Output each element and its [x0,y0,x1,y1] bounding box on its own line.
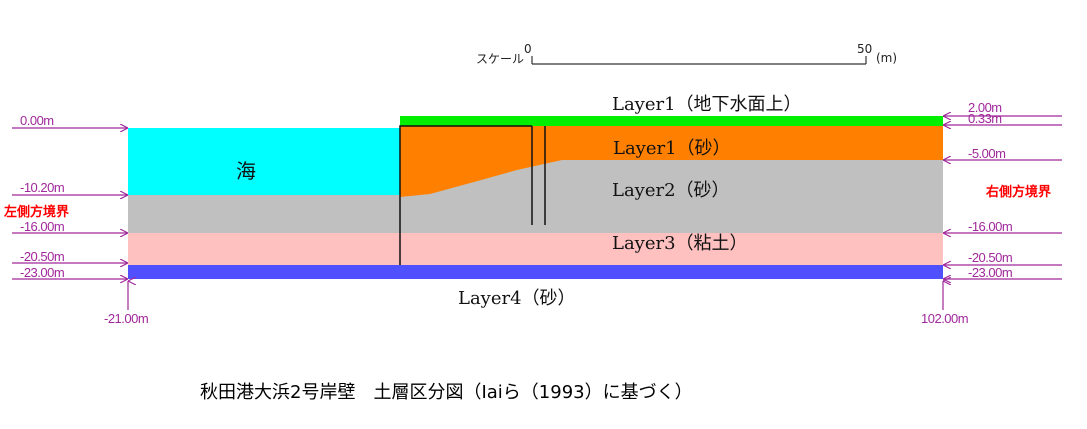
scale-unit: (m) [876,51,897,65]
layer2-label: Layer2（砂） [612,180,730,201]
quay-wall [399,125,546,265]
right-level-5: -23.00m [968,265,1012,280]
left-level-0: 0.00m [20,113,54,128]
right-level-1: 0.33m [968,111,1002,126]
left-level-4: -23.00m [20,265,64,280]
left-level-1: -10.20m [20,180,64,195]
right-level-3: -16.00m [968,219,1012,234]
x-left-label: -21.00m [104,311,148,326]
scale-label: スケール [476,52,524,66]
scale-end: 50 [857,42,872,56]
layer3-label: Layer3（粘土） [612,233,748,254]
figure-caption: 秋田港大浜2号岸壁 土層区分図（Iaiら（1993）に基づく） [200,382,693,403]
right-level-4: -20.50m [968,250,1012,265]
layer1-above-label: Layer1（地下水面上） [612,94,802,115]
sea-label: 海 [236,159,256,183]
layer1-sand-label: Layer1（砂） [613,138,731,159]
scale-bar: スケール 0 50 (m) [476,42,897,66]
right-level-markers [943,116,1062,279]
soil-layers [128,116,943,279]
left-level-2: -16.00m [20,219,64,234]
layer3-clay-band [128,233,943,265]
quay-wall-outline [399,125,532,265]
x-extent-markers [127,281,943,310]
x-right-label: 102.00m [921,311,968,326]
scale-start: 0 [524,42,532,56]
left-level-3: -20.50m [20,249,64,264]
layer1-above-water-band [400,116,943,126]
layer4-label: Layer4（砂） [458,288,576,309]
layer1-sand-area [400,126,943,197]
layer4-sand-band [128,265,943,279]
right-level-0: 2.00m [968,100,1002,115]
right-boundary-label: 右側方境界 [985,184,1051,200]
left-boundary-label: 左側方境界 [4,204,69,220]
sea-area [128,128,400,195]
left-level-markers [12,128,128,279]
right-level-2: -5.00m [968,146,1005,161]
